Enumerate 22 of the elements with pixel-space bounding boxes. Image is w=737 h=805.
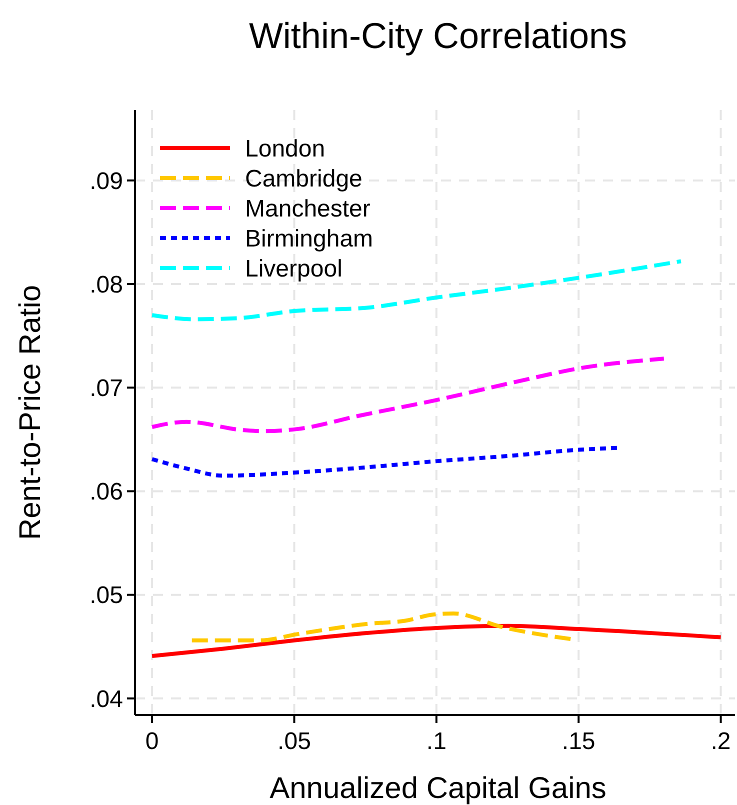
legend-label: Birmingham — [245, 225, 374, 252]
y-tick-label: .07 — [90, 375, 123, 402]
y-tick-label: .09 — [90, 168, 123, 195]
y-tick-label: .08 — [90, 271, 123, 298]
line-series — [150, 259, 683, 322]
line-series — [150, 356, 666, 434]
y-tick-label: .05 — [90, 582, 123, 610]
x-axis-title: Annualized Capital Gains — [270, 772, 606, 805]
x-tick-label: 0 — [145, 728, 159, 755]
line-series — [150, 624, 723, 658]
x-tick-label: .05 — [278, 728, 311, 755]
legend-label: London — [245, 135, 326, 162]
chart-title: Within-City Correlations — [248, 15, 628, 56]
x-tick-label: .2 — [710, 728, 731, 755]
x-tick-label: .1 — [426, 728, 446, 755]
y-axis-title: Rent-to-Price Ratio — [14, 284, 47, 540]
y-tick-label: .04 — [90, 686, 123, 713]
legend-label: Liverpool — [245, 255, 342, 282]
legend-label: Cambridge — [245, 165, 362, 192]
y-tick-label: .06 — [90, 478, 123, 506]
x-tick-label: .15 — [562, 728, 596, 755]
legend-label: Manchester — [245, 195, 370, 222]
